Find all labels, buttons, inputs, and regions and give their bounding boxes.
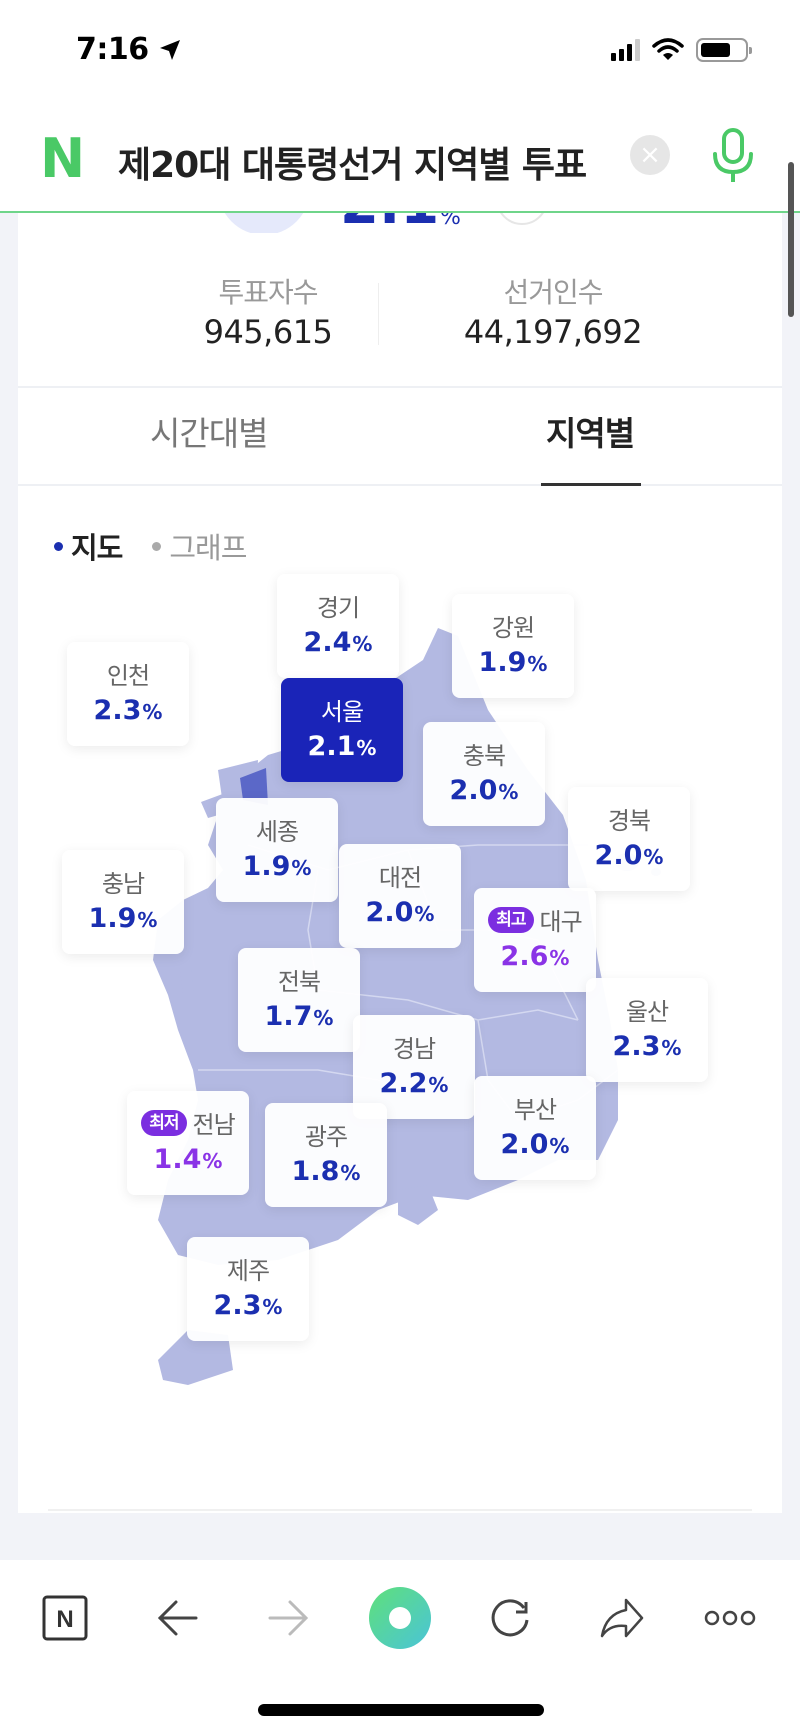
region-ulsan[interactable]: 울산 2.3% bbox=[586, 978, 708, 1082]
more-dots-icon bbox=[704, 1610, 756, 1626]
battery-icon bbox=[696, 38, 752, 62]
korea-map: 경기 2.4% 강원 1.9% 인천 2.3% 서울 2.1% 충북 2.0% … bbox=[18, 574, 782, 1440]
forward-button[interactable] bbox=[258, 1588, 318, 1648]
stat-divider bbox=[378, 283, 379, 345]
share-button[interactable] bbox=[592, 1588, 652, 1648]
region-busan[interactable]: 부산 2.0% bbox=[474, 1076, 596, 1180]
microphone-icon[interactable] bbox=[708, 128, 758, 184]
electorate-label: 선거인수 bbox=[503, 276, 603, 309]
region-chungnam[interactable]: 충남 1.9% bbox=[62, 850, 184, 954]
reload-button[interactable] bbox=[480, 1588, 540, 1648]
tab-bar: 시간대별 지역별 bbox=[18, 386, 782, 486]
voters-stat: 투표자수 945,615 bbox=[168, 271, 368, 351]
wifi-icon bbox=[652, 38, 684, 60]
lowest-badge: 최저 bbox=[141, 1109, 187, 1136]
region-daejeon[interactable]: 대전 2.0% bbox=[339, 844, 461, 948]
naver-n-icon: N bbox=[42, 1595, 88, 1641]
search-input[interactable]: 제20대 대통령선거 지역별 투표 bbox=[118, 145, 587, 186]
region-seoul[interactable]: 서울 2.1% bbox=[281, 678, 403, 782]
arrow-right-icon bbox=[268, 1600, 309, 1636]
electorate-value: 44,197,692 bbox=[463, 313, 643, 351]
region-chungbuk[interactable]: 충북 2.0% bbox=[423, 722, 545, 826]
tab-by-time[interactable]: 시간대별 bbox=[150, 414, 268, 453]
naver-home-button[interactable]: N bbox=[35, 1588, 95, 1648]
region-daegu[interactable]: 최고 대구 2.6% bbox=[474, 888, 596, 992]
voters-value: 945,615 bbox=[203, 313, 333, 351]
view-map-option[interactable]: 지도 bbox=[54, 525, 123, 567]
naver-logo[interactable]: N bbox=[40, 127, 86, 190]
region-gyeongnam[interactable]: 경남 2.2% bbox=[353, 1015, 475, 1119]
cellular-signal-icon bbox=[611, 39, 640, 61]
results-card: 투표자수 945,615 선거인수 44,197,692 시간대별 지역별 지도… bbox=[18, 213, 782, 1513]
info-button[interactable] bbox=[496, 213, 548, 225]
voters-label: 투표자수 bbox=[218, 276, 318, 309]
green-circle-icon bbox=[369, 1587, 431, 1649]
region-gyeongbuk[interactable]: 경북 2.0% bbox=[568, 787, 690, 891]
active-tab-indicator bbox=[541, 483, 641, 486]
region-jeju[interactable]: 제주 2.3% bbox=[187, 1237, 309, 1341]
page-scrollbar[interactable] bbox=[788, 162, 794, 317]
status-bar: 7:16 bbox=[0, 0, 800, 100]
share-arrow-icon bbox=[600, 1598, 644, 1638]
turnout-stats: 투표자수 945,615 선거인수 44,197,692 bbox=[18, 271, 782, 351]
view-graph-option[interactable]: 그래프 bbox=[152, 525, 247, 567]
status-time: 7:16 bbox=[76, 32, 149, 67]
region-jeonnam[interactable]: 최저 전남 1.4% bbox=[127, 1091, 249, 1195]
home-indicator[interactable] bbox=[258, 1704, 544, 1716]
region-gangwon[interactable]: 강원 1.9% bbox=[452, 594, 574, 698]
inactive-dot-icon bbox=[152, 541, 162, 551]
region-incheon[interactable]: 인천 2.3% bbox=[67, 642, 189, 746]
svg-text:N: N bbox=[56, 1606, 73, 1633]
electorate-stat: 선거인수 44,197,692 bbox=[438, 271, 668, 351]
arrow-left-icon bbox=[157, 1600, 198, 1636]
region-sejong[interactable]: 세종 1.9% bbox=[216, 798, 338, 902]
green-dot-button[interactable] bbox=[368, 1587, 432, 1649]
turnout-gauge bbox=[218, 213, 310, 233]
region-gwangju[interactable]: 광주 1.8% bbox=[265, 1103, 387, 1207]
view-toggle: 지도 그래프 bbox=[54, 525, 247, 567]
region-jeonbuk[interactable]: 전북 1.7% bbox=[238, 948, 360, 1052]
tab-by-region[interactable]: 지역별 bbox=[546, 414, 635, 453]
reload-icon bbox=[491, 1599, 529, 1637]
region-gyeonggi[interactable]: 경기 2.4% bbox=[277, 574, 399, 678]
section-divider bbox=[48, 1509, 752, 1511]
turnout-rate: 2.1 bbox=[340, 213, 439, 233]
clear-search-button[interactable]: × bbox=[630, 135, 670, 175]
browser-toolbar: N bbox=[0, 1560, 800, 1732]
close-icon: × bbox=[639, 140, 661, 170]
more-button[interactable] bbox=[700, 1588, 760, 1648]
back-button[interactable] bbox=[148, 1588, 208, 1648]
active-dot-icon bbox=[54, 541, 63, 551]
location-arrow-icon bbox=[160, 40, 180, 60]
highest-badge: 최고 bbox=[488, 906, 534, 933]
